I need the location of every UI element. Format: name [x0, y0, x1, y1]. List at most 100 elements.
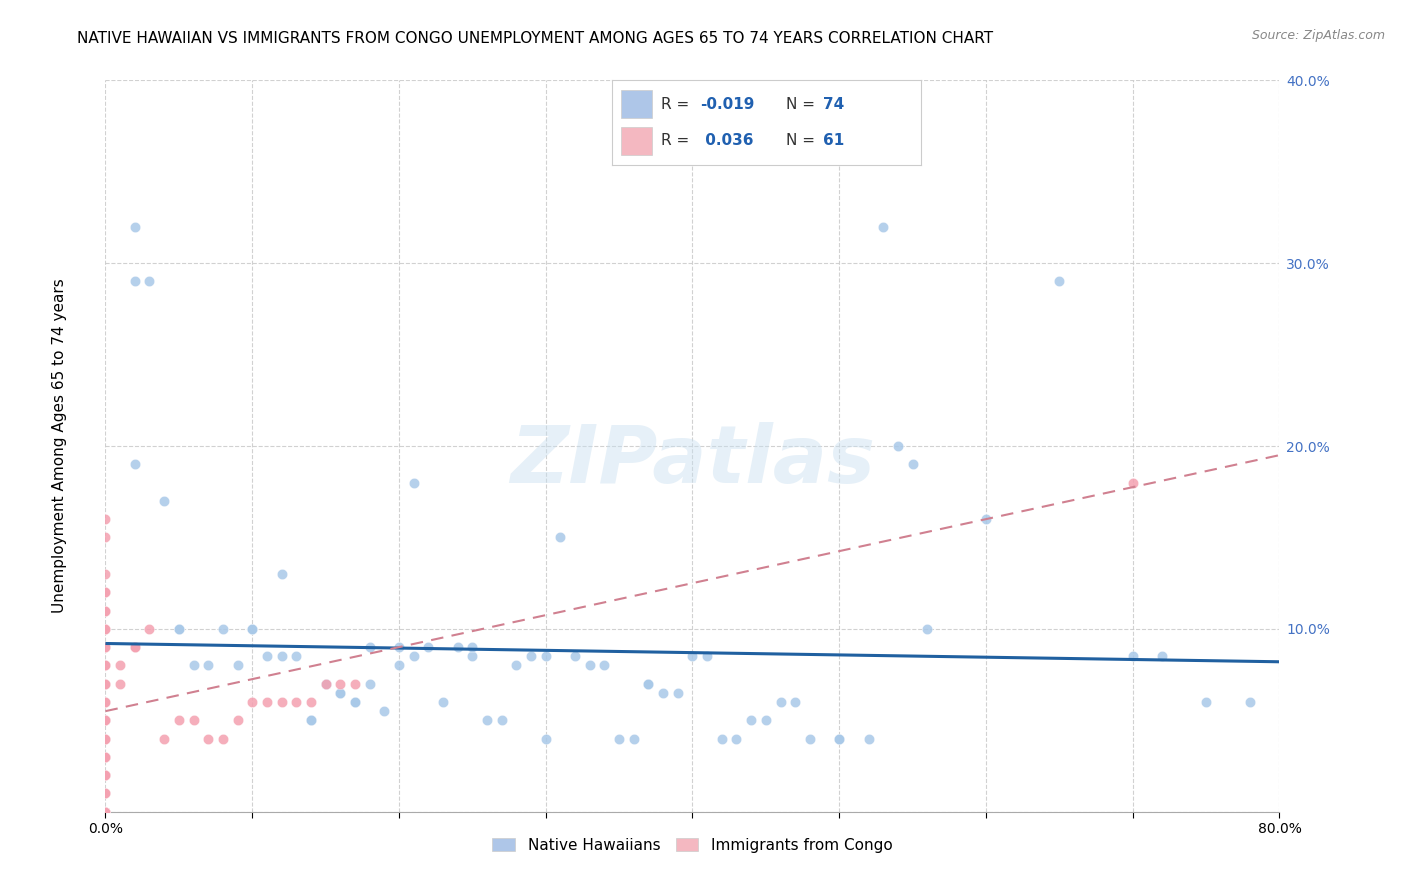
- Point: [432, 695, 454, 709]
- Point: [94, 714, 117, 728]
- Text: 0.036: 0.036: [700, 134, 754, 148]
- Point: [343, 676, 366, 690]
- Point: [94, 749, 117, 764]
- Text: R =: R =: [661, 134, 695, 148]
- Point: [226, 714, 249, 728]
- Point: [94, 768, 117, 782]
- Point: [710, 731, 733, 746]
- Point: [94, 585, 117, 599]
- Bar: [621, 127, 652, 155]
- Text: N =: N =: [786, 134, 820, 148]
- Point: [94, 805, 117, 819]
- Point: [256, 649, 278, 664]
- Point: [94, 695, 117, 709]
- Point: [167, 622, 190, 636]
- Point: [285, 695, 308, 709]
- Point: [329, 686, 352, 700]
- Point: [858, 731, 880, 746]
- Point: [94, 567, 117, 582]
- Point: [418, 640, 440, 655]
- Point: [94, 731, 117, 746]
- Point: [461, 640, 484, 655]
- Point: [94, 658, 117, 673]
- Point: [578, 658, 600, 673]
- Point: [359, 640, 381, 655]
- Point: [183, 714, 205, 728]
- Point: [343, 695, 366, 709]
- Point: [550, 530, 572, 544]
- Point: [108, 658, 131, 673]
- Point: [564, 649, 586, 664]
- Point: [94, 805, 117, 819]
- Point: [94, 805, 117, 819]
- Point: [94, 714, 117, 728]
- Point: [138, 622, 160, 636]
- Point: [329, 676, 352, 690]
- Point: [682, 649, 704, 664]
- Point: [94, 805, 117, 819]
- Point: [637, 676, 659, 690]
- Point: [94, 749, 117, 764]
- Point: [94, 787, 117, 801]
- Point: [94, 512, 117, 526]
- Point: [94, 768, 117, 782]
- Point: [1195, 695, 1218, 709]
- Point: [240, 622, 263, 636]
- Point: [240, 695, 263, 709]
- Point: [461, 649, 484, 664]
- Text: ZIPatlas: ZIPatlas: [510, 422, 875, 500]
- Point: [124, 457, 146, 471]
- Point: [94, 749, 117, 764]
- Point: [785, 695, 807, 709]
- Point: [505, 658, 527, 673]
- Point: [94, 640, 117, 655]
- Point: [94, 676, 117, 690]
- Point: [402, 649, 425, 664]
- Text: NATIVE HAWAIIAN VS IMMIGRANTS FROM CONGO UNEMPLOYMENT AMONG AGES 65 TO 74 YEARS : NATIVE HAWAIIAN VS IMMIGRANTS FROM CONGO…: [77, 31, 994, 46]
- Point: [872, 219, 894, 234]
- Text: N =: N =: [786, 97, 820, 112]
- Point: [94, 768, 117, 782]
- Point: [402, 475, 425, 490]
- Point: [153, 731, 176, 746]
- Point: [183, 658, 205, 673]
- Text: 61: 61: [824, 134, 845, 148]
- Point: [94, 622, 117, 636]
- Text: 74: 74: [824, 97, 845, 112]
- Point: [94, 695, 117, 709]
- Point: [607, 731, 630, 746]
- Point: [197, 658, 219, 673]
- Point: [917, 622, 939, 636]
- Point: [623, 731, 645, 746]
- Point: [359, 676, 381, 690]
- Point: [94, 805, 117, 819]
- Point: [593, 658, 616, 673]
- Point: [94, 603, 117, 617]
- Point: [1122, 475, 1144, 490]
- Point: [270, 695, 292, 709]
- Point: [828, 731, 851, 746]
- Point: [1150, 649, 1173, 664]
- Text: Unemployment Among Ages 65 to 74 years: Unemployment Among Ages 65 to 74 years: [52, 278, 66, 614]
- Point: [666, 686, 689, 700]
- Point: [373, 704, 395, 718]
- Point: [94, 676, 117, 690]
- Point: [1239, 695, 1261, 709]
- Point: [520, 649, 543, 664]
- Point: [256, 695, 278, 709]
- Point: [153, 494, 176, 508]
- Point: [740, 714, 762, 728]
- Point: [211, 622, 233, 636]
- Point: [388, 640, 411, 655]
- Point: [226, 658, 249, 673]
- Legend: Native Hawaiians, Immigrants from Congo: Native Hawaiians, Immigrants from Congo: [486, 831, 898, 859]
- Point: [124, 640, 146, 655]
- Point: [315, 676, 337, 690]
- Point: [769, 695, 792, 709]
- Point: [534, 649, 557, 664]
- Point: [94, 622, 117, 636]
- Point: [94, 640, 117, 655]
- Point: [94, 805, 117, 819]
- Point: [329, 686, 352, 700]
- Point: [828, 731, 851, 746]
